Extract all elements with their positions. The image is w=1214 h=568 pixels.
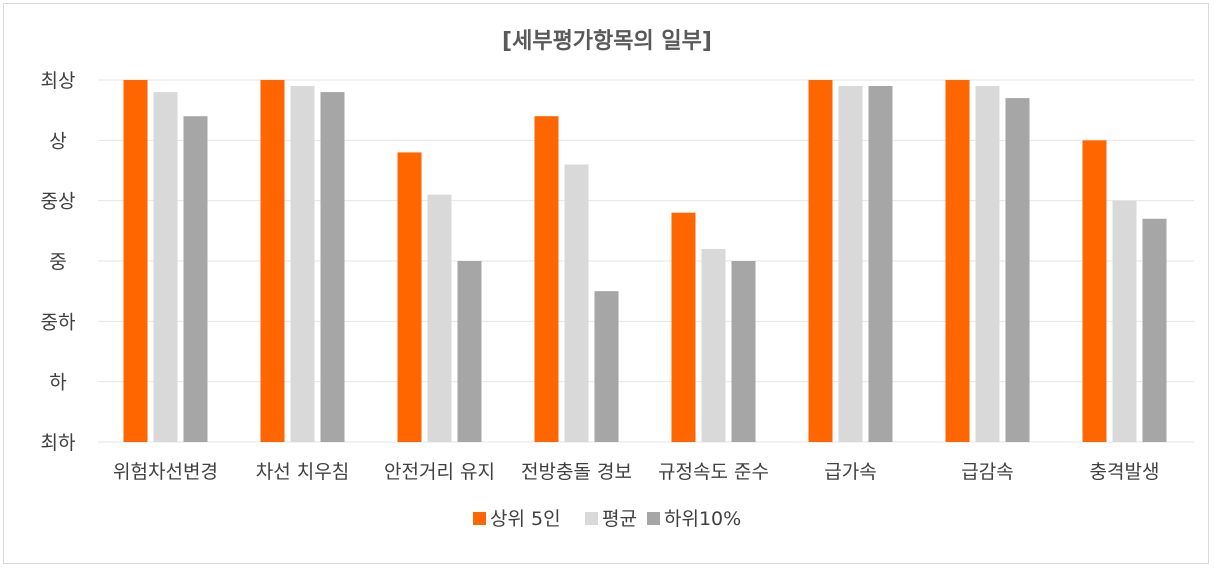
bar bbox=[838, 86, 863, 443]
x-tick-label: 급가속 bbox=[824, 461, 876, 483]
y-tick-label: 최하 bbox=[41, 432, 76, 454]
bar bbox=[427, 194, 452, 442]
bar bbox=[975, 86, 1000, 443]
bar bbox=[260, 80, 285, 442]
bar bbox=[671, 212, 696, 442]
bar bbox=[731, 261, 756, 442]
y-tick-label: 중하 bbox=[41, 311, 76, 333]
bar bbox=[945, 80, 970, 442]
bar bbox=[1082, 140, 1107, 443]
bar bbox=[808, 80, 833, 442]
x-axis-ticks: 위험차선변경 차선 치우침 안전거리 유지 전방충돌 경보 규정속도 준수 급가속 급감속 충… bbox=[113, 461, 1159, 483]
bar bbox=[594, 291, 619, 442]
bar bbox=[1142, 218, 1167, 442]
bars bbox=[123, 80, 1167, 443]
legend-label: 평균 bbox=[602, 508, 637, 530]
bar bbox=[320, 92, 345, 443]
bar bbox=[564, 164, 589, 442]
bar bbox=[534, 116, 559, 442]
x-tick-label: 위험차선변경 bbox=[113, 461, 218, 483]
legend-swatch bbox=[647, 512, 660, 525]
x-tick-label: 차선 치우침 bbox=[256, 461, 349, 483]
legend-label: 상위 5인 bbox=[490, 508, 561, 530]
x-tick-label: 급감속 bbox=[961, 461, 1013, 483]
bar bbox=[701, 248, 726, 442]
x-tick-label: 규정속도 준수 bbox=[658, 461, 769, 483]
legend-label: 하위10% bbox=[664, 508, 741, 530]
y-axis-ticks: 최하 하 중하 중 중상 상 최상 bbox=[41, 70, 76, 454]
bar bbox=[290, 86, 315, 443]
bar bbox=[1112, 200, 1137, 442]
bar bbox=[123, 80, 148, 442]
y-tick-label: 하 bbox=[49, 372, 66, 394]
x-tick-label: 전방충돌 경보 bbox=[521, 461, 632, 483]
bar bbox=[397, 152, 422, 442]
legend-swatch bbox=[473, 512, 486, 525]
bar bbox=[183, 116, 208, 442]
legend-swatch bbox=[585, 512, 598, 525]
bar bbox=[1005, 98, 1030, 442]
bar bbox=[457, 261, 482, 442]
y-tick-label: 상 bbox=[49, 130, 66, 152]
x-tick-label: 안전거리 유지 bbox=[384, 461, 495, 483]
legend: 상위 5인 평균 하위10% bbox=[473, 508, 741, 530]
y-tick-label: 최상 bbox=[41, 70, 76, 92]
x-tick-label: 충격발생 bbox=[1090, 461, 1160, 483]
chart-title: [세부평가항목의 일부] bbox=[502, 29, 712, 54]
bar bbox=[153, 92, 178, 443]
y-tick-label: 중 bbox=[49, 251, 66, 273]
bar bbox=[868, 86, 893, 443]
y-tick-label: 중상 bbox=[41, 191, 76, 213]
